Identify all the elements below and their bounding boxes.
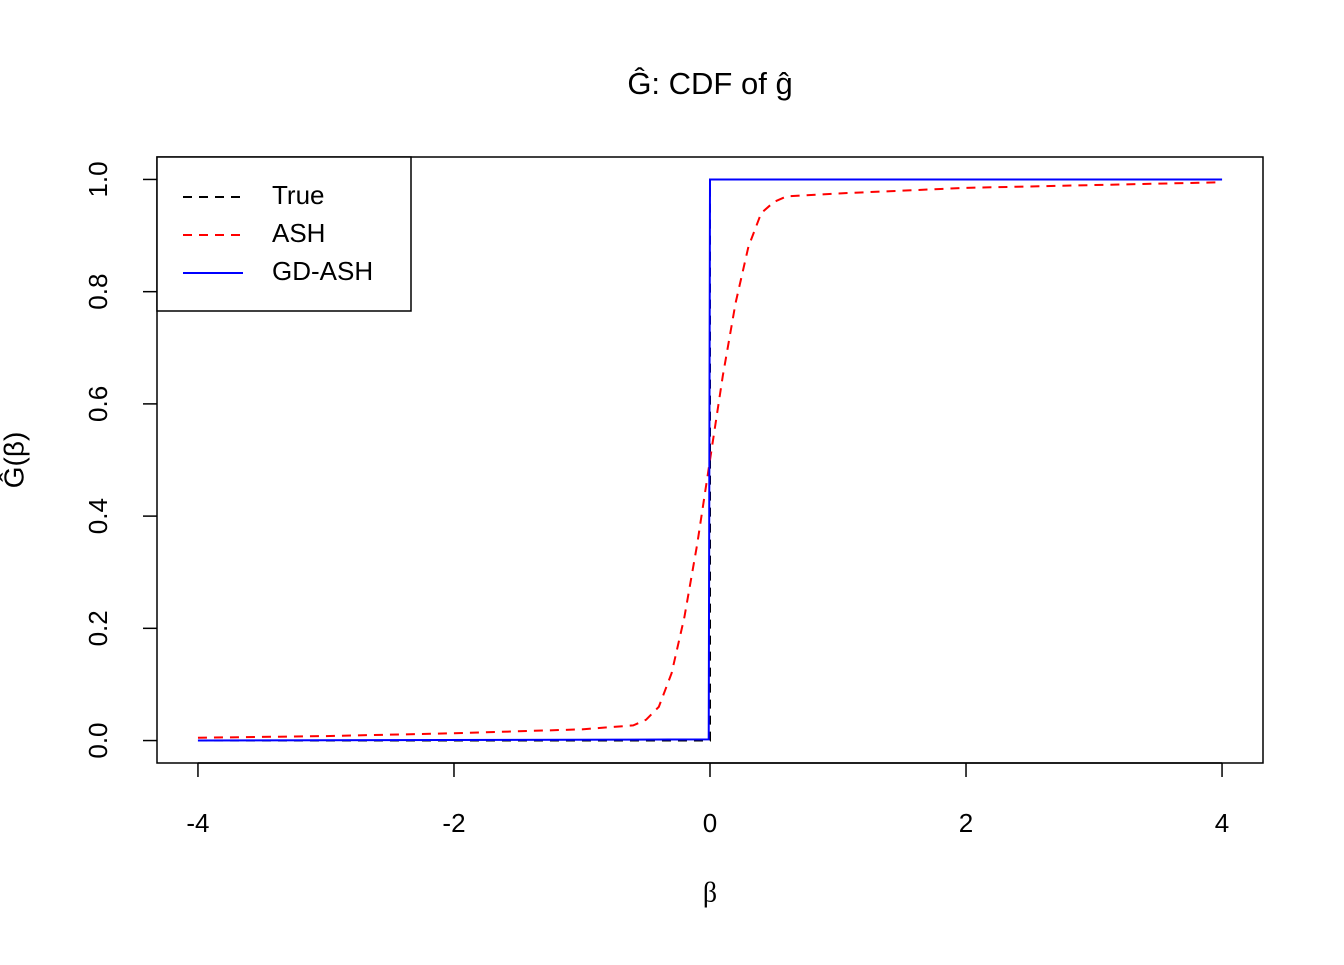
y-tick-label: 0.4 (83, 498, 113, 534)
x-tick-label: 2 (959, 808, 973, 838)
x-tick-label: 4 (1215, 808, 1229, 838)
x-tick-label: 0 (703, 808, 717, 838)
series-line (197, 178, 1223, 742)
x-axis-label: β (703, 877, 717, 908)
y-axis-label: Ĝ(β) (0, 432, 29, 489)
x-tick-label: -2 (442, 808, 465, 838)
y-tick-label: 0.2 (83, 610, 113, 646)
legend-label: True (272, 180, 325, 210)
y-tick-label: 0.8 (83, 274, 113, 310)
x-tick-label: -4 (186, 808, 209, 838)
chart-title: Ĝ: CDF of ĝ (627, 66, 792, 101)
y-tick-label: 0.6 (83, 386, 113, 422)
y-tick-label: 1.0 (83, 161, 113, 197)
y-tick-label: 0.0 (83, 722, 113, 758)
legend-label: ASH (272, 218, 325, 248)
legend-label: GD-ASH (272, 256, 373, 286)
